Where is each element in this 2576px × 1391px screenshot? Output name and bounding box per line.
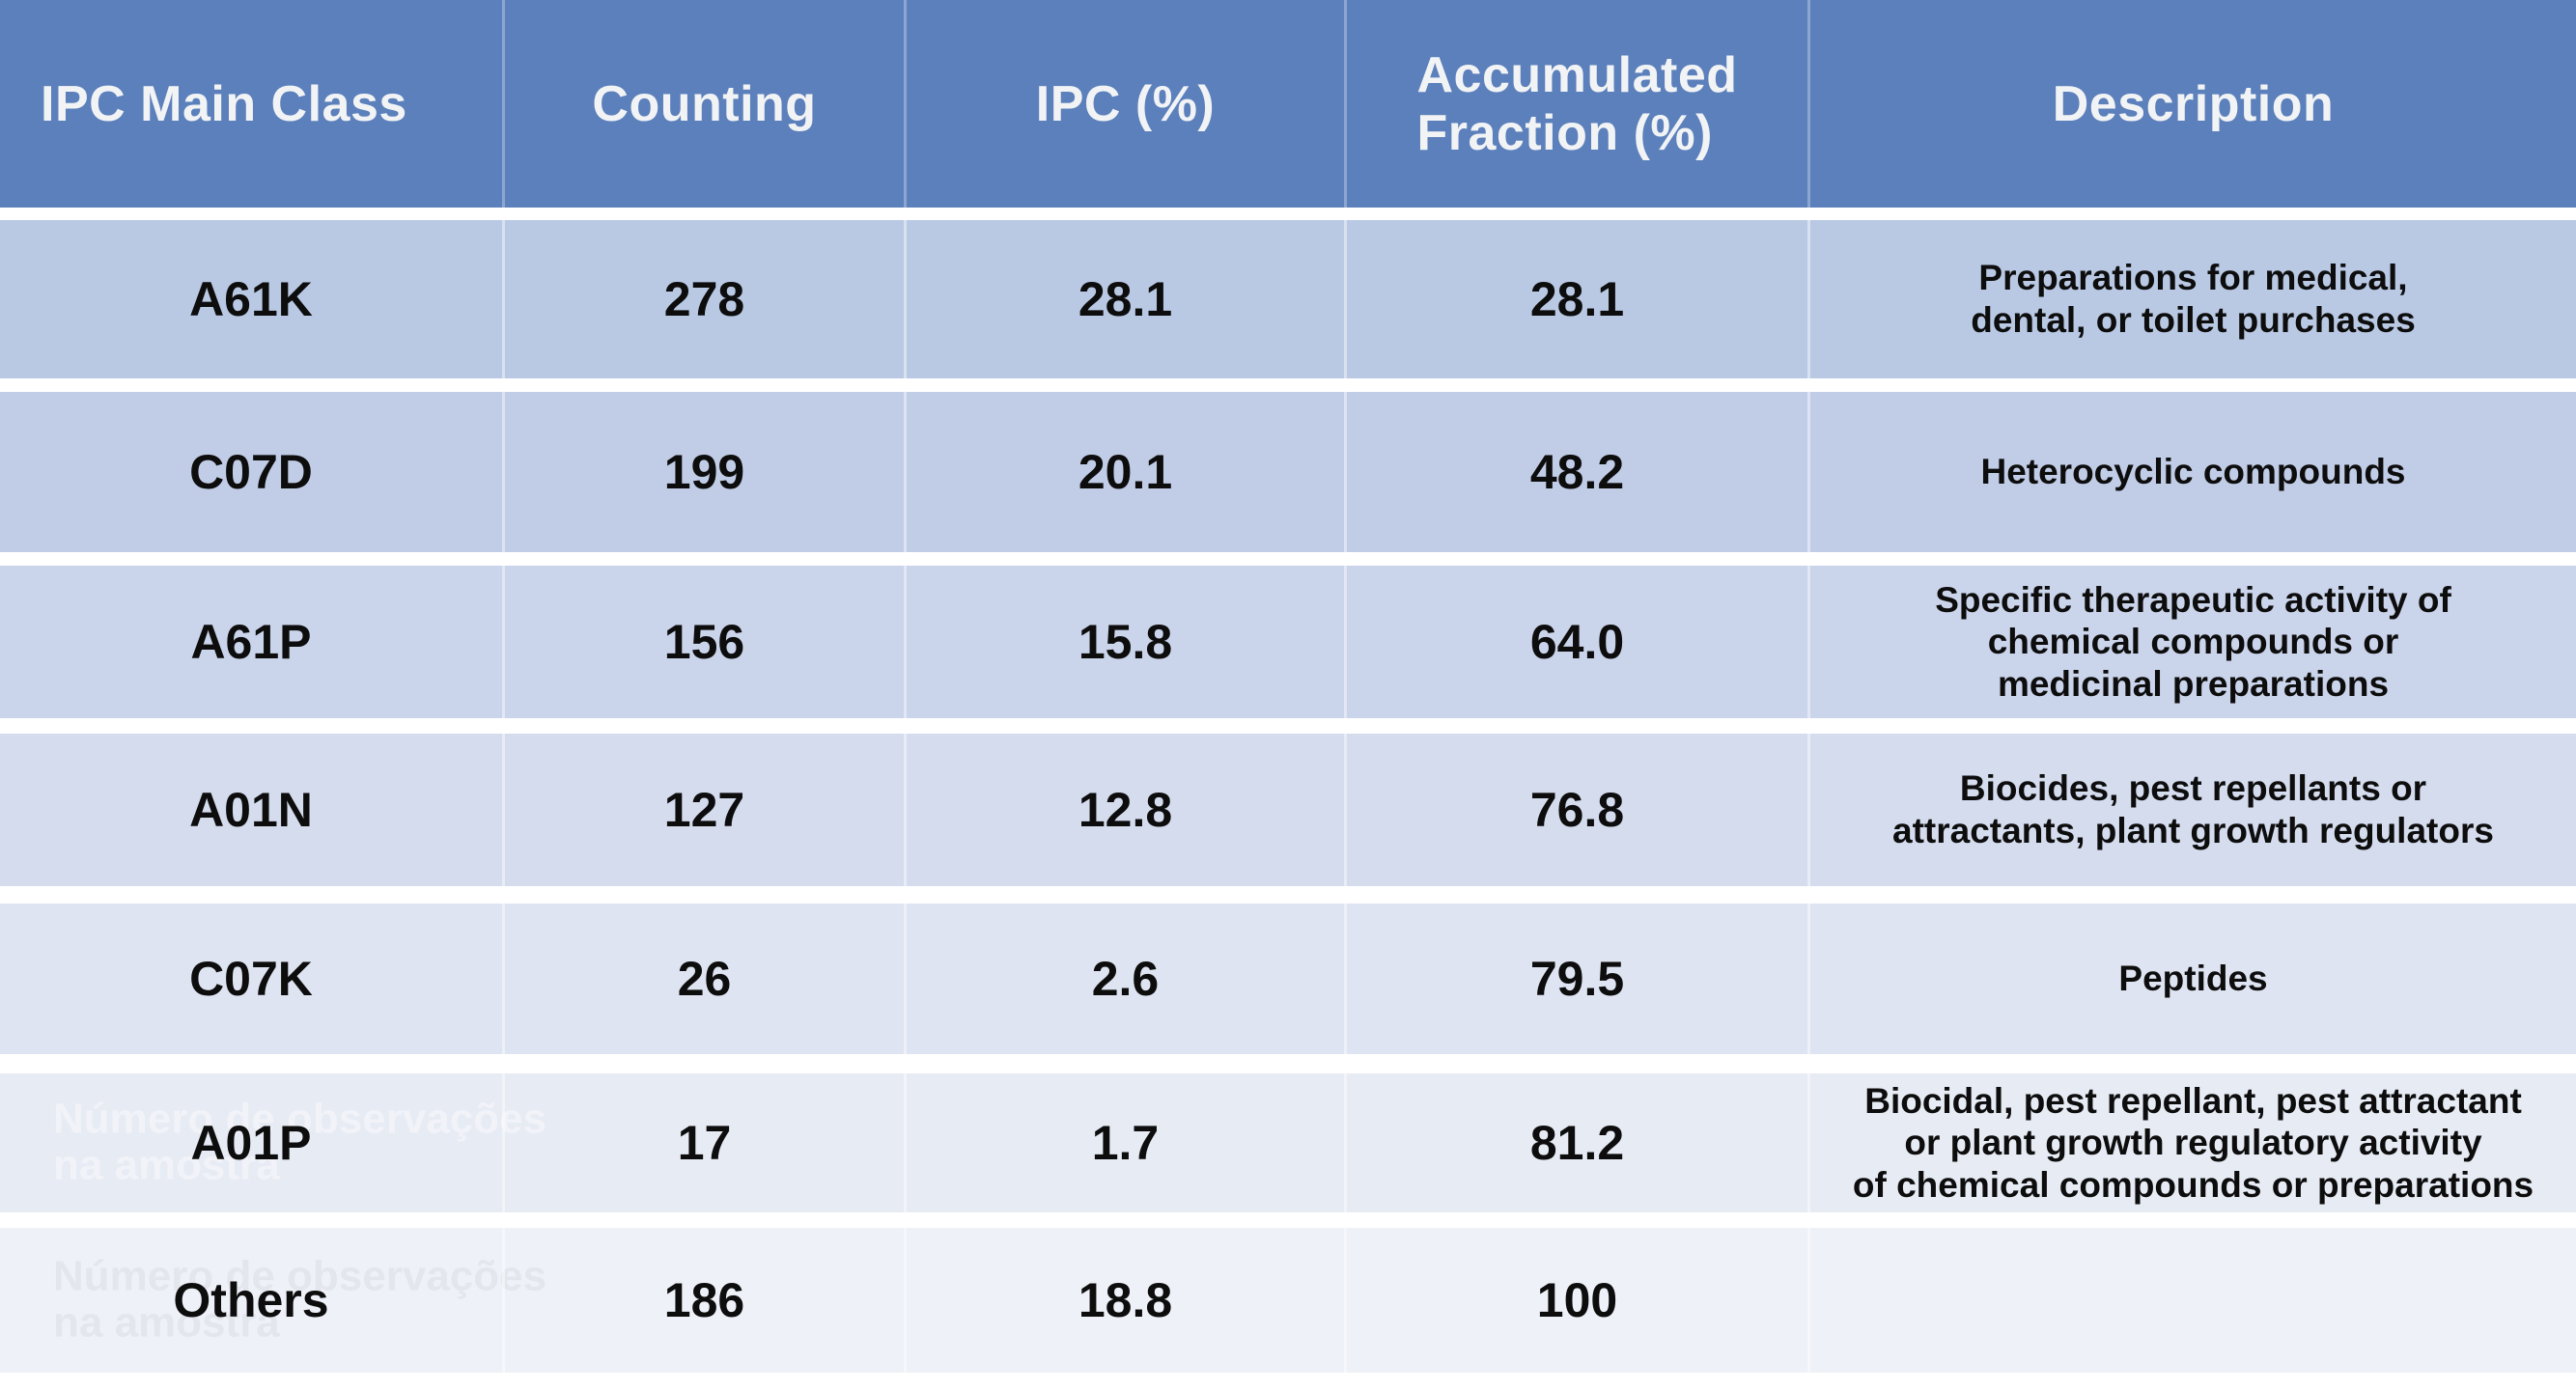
counting-cell-text: 127 bbox=[663, 783, 745, 837]
ipc-class-cell: A61K bbox=[0, 220, 502, 378]
accumulated-pct-cell: 79.5 bbox=[1344, 904, 1807, 1054]
ipc-pct-cell: 18.8 bbox=[904, 1228, 1344, 1373]
ipc-class-cell: A01N bbox=[0, 734, 502, 886]
header-counting-label: Counting bbox=[592, 75, 817, 132]
description-cell: Biocides, pest repellants or attractants… bbox=[1807, 734, 2576, 886]
ipc-pct-cell: 28.1 bbox=[904, 220, 1344, 378]
accumulated-pct-cell-text: 79.5 bbox=[1529, 952, 1625, 1006]
ipc-pct-cell-text: 2.6 bbox=[1091, 952, 1160, 1006]
counting-cell: 127 bbox=[502, 734, 904, 886]
ipc-class-cell-text: A61P bbox=[190, 615, 312, 669]
header-ipc-pct: IPC (%) bbox=[904, 0, 1344, 208]
table-row: A01N 127 12.8 76.8 Biocides, pest repellants… bbox=[0, 734, 2576, 886]
description-cell-text: Heterocyclic compounds bbox=[1980, 452, 2406, 492]
description-cell-text: Specific therapeutic activity of chemica… bbox=[1935, 579, 2451, 704]
accumulated-pct-cell: 76.8 bbox=[1344, 734, 1807, 886]
counting-cell-text: 278 bbox=[663, 272, 745, 326]
table-row: A61P 156 15.8 64.0 Specific therapeutic acti… bbox=[0, 566, 2576, 718]
ipc-class-cell-text: C07D bbox=[189, 445, 313, 499]
header-counting: Counting bbox=[502, 0, 904, 208]
header-ipc-main-class-label: IPC Main Class bbox=[41, 75, 407, 132]
description-cell-text: Biocides, pest repellants or attractants… bbox=[1892, 768, 2494, 850]
accumulated-pct-cell: 48.2 bbox=[1344, 392, 1807, 552]
counting-cell-text: 156 bbox=[663, 615, 745, 669]
ipc-class-cell-text: C07K bbox=[189, 952, 313, 1006]
counting-cell-text: 186 bbox=[663, 1273, 745, 1327]
table-row: C07D 199 20.1 48.2 Heterocyclic compounds bbox=[0, 392, 2576, 552]
header-ipc-main-class: IPC Main Class bbox=[0, 0, 502, 208]
description-cell: Specific therapeutic activity of chemica… bbox=[1807, 566, 2576, 718]
description-cell: Heterocyclic compounds bbox=[1807, 392, 2576, 552]
counting-cell-text: 26 bbox=[677, 952, 732, 1006]
table-row: Número de observações na amostra Others 18… bbox=[0, 1228, 2576, 1373]
header-ipc-pct-label: IPC (%) bbox=[1035, 75, 1216, 132]
description-cell-text: Preparations for medical, dental, or toi… bbox=[1971, 258, 2416, 340]
counting-cell: 156 bbox=[502, 566, 904, 718]
counting-cell: 17 bbox=[502, 1073, 904, 1212]
accumulated-pct-cell-text: 76.8 bbox=[1529, 783, 1625, 837]
ipc-pct-cell-text: 15.8 bbox=[1078, 615, 1173, 669]
header-description-label: Description bbox=[2052, 75, 2335, 132]
description-cell: Preparations for medical, dental, or toi… bbox=[1807, 220, 2576, 378]
table-header-row: IPC Main Class Counting IPC (%) Accumula… bbox=[0, 0, 2576, 208]
accumulated-pct-cell-text: 100 bbox=[1536, 1273, 1618, 1327]
description-cell bbox=[1807, 1228, 2576, 1373]
description-cell: Biocidal, pest repellant, pest attractan… bbox=[1807, 1073, 2576, 1212]
accumulated-pct-cell-text: 64.0 bbox=[1529, 615, 1625, 669]
ipc-pct-cell-text: 28.1 bbox=[1078, 272, 1173, 326]
accumulated-pct-cell: 64.0 bbox=[1344, 566, 1807, 718]
ipc-pct-cell-text: 20.1 bbox=[1078, 445, 1173, 499]
counting-cell: 199 bbox=[502, 392, 904, 552]
ipc-pct-cell: 1.7 bbox=[904, 1073, 1344, 1212]
counting-cell-text: 17 bbox=[677, 1116, 732, 1170]
ipc-pct-cell-text: 1.7 bbox=[1091, 1116, 1160, 1170]
ipc-class-cell-text: A61K bbox=[189, 272, 313, 326]
ipc-class-cell: A01P bbox=[0, 1073, 502, 1212]
table-row: A61K 278 28.1 28.1 Preparations for medical,… bbox=[0, 220, 2576, 378]
ipc-pct-cell: 12.8 bbox=[904, 734, 1344, 886]
ipc-pct-cell-text: 18.8 bbox=[1078, 1273, 1173, 1327]
description-cell-text: Biocidal, pest repellant, pest attractan… bbox=[1852, 1080, 2534, 1205]
ipc-pct-cell: 20.1 bbox=[904, 392, 1344, 552]
ipc-class-cell-text: A01P bbox=[190, 1116, 312, 1170]
ipc-class-cell-text: A01N bbox=[189, 783, 313, 837]
table-row: C07K 26 2.6 79.5 Peptides bbox=[0, 904, 2576, 1054]
description-cell-text: Peptides bbox=[2118, 959, 2268, 999]
accumulated-pct-cell-text: 81.2 bbox=[1529, 1116, 1625, 1170]
accumulated-pct-cell: 28.1 bbox=[1344, 220, 1807, 378]
accumulated-pct-cell-text: 48.2 bbox=[1529, 445, 1625, 499]
description-cell: Peptides bbox=[1807, 904, 2576, 1054]
ipc-class-cell: Others bbox=[0, 1228, 502, 1373]
counting-cell: 186 bbox=[502, 1228, 904, 1373]
ipc-class-cell-text: Others bbox=[173, 1273, 329, 1327]
counting-cell: 278 bbox=[502, 220, 904, 378]
ipc-pct-cell: 2.6 bbox=[904, 904, 1344, 1054]
ipc-pct-cell-text: 12.8 bbox=[1078, 783, 1173, 837]
counting-cell-text: 199 bbox=[663, 445, 745, 499]
header-description: Description bbox=[1807, 0, 2576, 208]
ipc-class-cell: A61P bbox=[0, 566, 502, 718]
accumulated-pct-cell: 100 bbox=[1344, 1228, 1807, 1373]
ipc-class-cell: C07D bbox=[0, 392, 502, 552]
header-accumulated-fraction-label: Accumulated Fraction (%) bbox=[1416, 46, 1738, 161]
accumulated-pct-cell-text: 28.1 bbox=[1529, 272, 1625, 326]
table-row: Número de observações na amostra A01P 17 1.… bbox=[0, 1073, 2576, 1212]
ipc-class-cell: C07K bbox=[0, 904, 502, 1054]
accumulated-pct-cell: 81.2 bbox=[1344, 1073, 1807, 1212]
header-accumulated-fraction: Accumulated Fraction (%) bbox=[1344, 0, 1807, 208]
table-body: A61K 278 28.1 28.1 Preparations for medical,… bbox=[0, 208, 2576, 1373]
ipc-pct-cell: 15.8 bbox=[904, 566, 1344, 718]
counting-cell: 26 bbox=[502, 904, 904, 1054]
